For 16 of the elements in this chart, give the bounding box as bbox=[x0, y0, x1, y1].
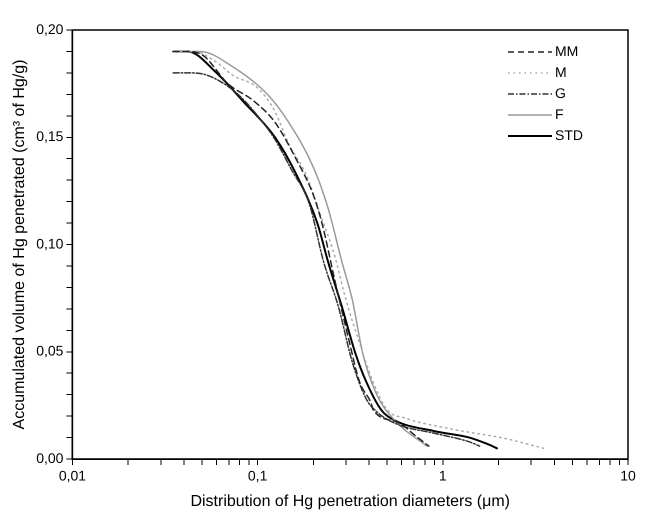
legend-label: F bbox=[555, 106, 564, 122]
x-tick-label: 10 bbox=[620, 467, 636, 484]
y-tick-label: 0,05 bbox=[36, 342, 64, 359]
legend-label: MM bbox=[555, 42, 578, 59]
x-tick-label: 0,01 bbox=[58, 467, 86, 484]
y-axis-title: Accumulated volume of Hg penetrated (cm³ of Hg/g) bbox=[11, 60, 28, 430]
x-tick-label: 1 bbox=[438, 467, 447, 484]
x-tick-label: 0,1 bbox=[248, 467, 268, 484]
x-axis-title: Distribution of Hg penetration diameters (μm) bbox=[190, 492, 510, 510]
legend-label: G bbox=[555, 84, 566, 101]
legend-label: M bbox=[555, 64, 567, 80]
y-tick-label: 0,10 bbox=[36, 235, 64, 252]
y-tick-label: 0,00 bbox=[36, 450, 64, 466]
legend-label: STD bbox=[555, 126, 583, 143]
y-tick-label: 0,15 bbox=[36, 128, 64, 144]
y-tick-label: 0,20 bbox=[36, 20, 64, 37]
